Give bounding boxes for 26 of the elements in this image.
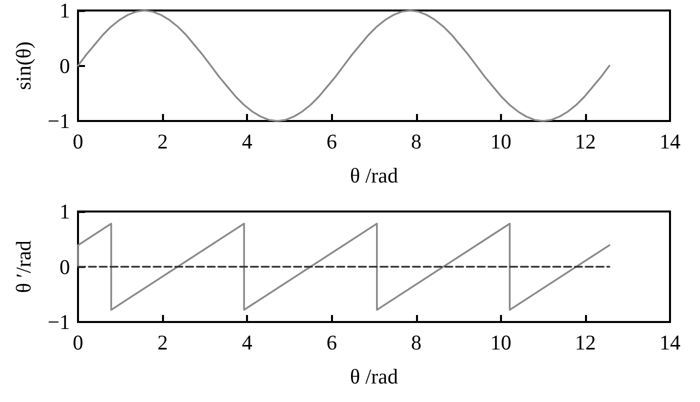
- line-series: [77, 222, 610, 311]
- x-tick-label: 4: [242, 330, 253, 354]
- y-tick-label: −1: [48, 310, 70, 334]
- x-tick-label: 8: [411, 130, 422, 154]
- y-tick-label: 0: [60, 254, 70, 279]
- x-axis-title: θ /rad: [350, 164, 398, 188]
- x-tick-label: 2: [157, 330, 168, 354]
- x-tick-label: 14: [660, 330, 681, 354]
- x-tick-label: 12: [574, 130, 596, 154]
- x-tick-label: 6: [326, 130, 337, 154]
- y-tick-label: −1: [48, 109, 70, 133]
- x-tick-label: 10: [490, 330, 512, 354]
- y-tick-label: 0: [60, 54, 70, 78]
- x-tick-label: 8: [411, 330, 422, 354]
- y-axis-title: θ ′/rad: [12, 240, 36, 294]
- line-series: [77, 10, 610, 122]
- x-tick-label: 4: [242, 130, 253, 154]
- x-tick-label: 10: [490, 130, 512, 154]
- x-axis-title: θ /rad: [350, 364, 398, 388]
- y-axis-title: sin(θ): [12, 41, 36, 90]
- x-tick-label: 6: [326, 330, 337, 354]
- x-tick-label: 14: [660, 130, 681, 154]
- x-tick-label: 12: [574, 330, 596, 354]
- y-tick-label: 1: [60, 0, 70, 22]
- x-tick-label: 2: [157, 130, 168, 154]
- y-tick-label: 1: [60, 200, 70, 224]
